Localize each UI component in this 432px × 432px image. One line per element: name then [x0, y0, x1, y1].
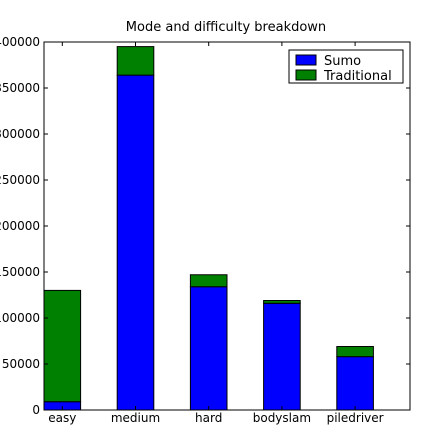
- bar-bodyslam-sumo: [263, 302, 301, 411]
- bar-medium-sumo: [116, 74, 155, 411]
- y-tick-label: 50000: [2, 357, 40, 371]
- bar-piledriver-sumo: [336, 356, 374, 411]
- bars-layer: [43, 46, 374, 411]
- bar-easy-traditional: [43, 289, 82, 403]
- y-tick-label: 200000: [0, 219, 40, 233]
- legend-swatch-sumo: [295, 54, 317, 66]
- bar-hard-sumo: [189, 286, 228, 411]
- legend-label-sumo: Sumo: [324, 54, 361, 69]
- y-tick-label: 400000: [0, 35, 40, 49]
- x-tick-label-piledriver: piledriver: [327, 411, 384, 425]
- y-tick-label: 350000: [0, 81, 40, 95]
- x-tick-label-easy: easy: [48, 411, 76, 425]
- chart-title: Mode and difficulty breakdown: [126, 20, 326, 35]
- x-tick-label-bodyslam: bodyslam: [253, 411, 311, 425]
- y-tick-label: 300000: [0, 127, 40, 141]
- bar-medium-traditional: [116, 46, 155, 76]
- y-tick-label: 100000: [0, 311, 40, 325]
- y-tick-label: 0: [32, 403, 40, 417]
- legend-label-traditional: Traditional: [323, 69, 392, 84]
- x-tick-label-medium: medium: [111, 411, 160, 425]
- bar-hard-traditional: [189, 274, 228, 288]
- axes-layer: easy medium hard bodyslam piledriver 0 50000 10…: [0, 35, 411, 425]
- x-tick-label-hard: hard: [195, 411, 222, 425]
- bar-piledriver-traditional: [336, 346, 374, 358]
- y-tick-label: 150000: [0, 265, 40, 279]
- bar-bodyslam-traditional: [263, 300, 301, 304]
- legend-swatch-traditional: [295, 69, 317, 81]
- y-tick-label: 250000: [0, 173, 40, 187]
